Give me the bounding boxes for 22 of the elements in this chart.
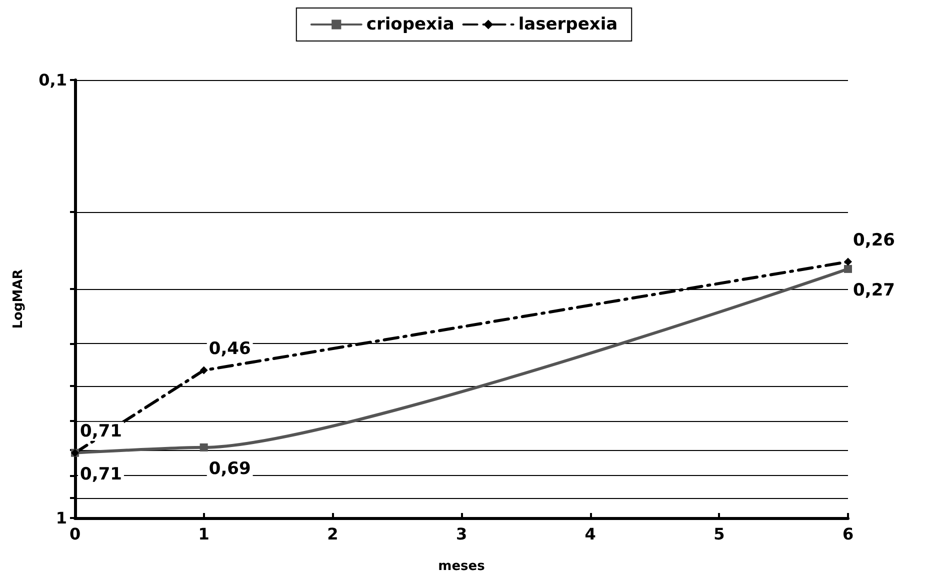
x-axis-title: meses [438,559,486,574]
x-tick-label: 0 [69,524,81,544]
point [200,366,208,374]
x-tick-label: 4 [584,524,596,544]
data-label: 0,69 [208,458,251,479]
point [844,258,852,266]
y-tick-label: 0,1 [38,70,67,90]
x-tick-label: 6 [842,524,854,544]
data-label: 0,71 [80,421,122,442]
x-tick-label: 5 [714,524,725,544]
legend-label: laserpexia [518,14,618,34]
point [200,443,208,452]
x-tick-label: 3 [456,524,468,544]
data-label: 0,46 [208,338,251,359]
point [844,264,852,273]
x-tick-label: 1 [198,524,210,544]
x-tick-label: 2 [327,524,338,544]
data-label: 0,27 [853,280,895,300]
y-axis-title: LogMAR [11,269,26,329]
legend-label: criopexia [366,14,454,34]
data-label: 0,71 [80,464,122,484]
data-label: 0,26 [853,230,895,250]
